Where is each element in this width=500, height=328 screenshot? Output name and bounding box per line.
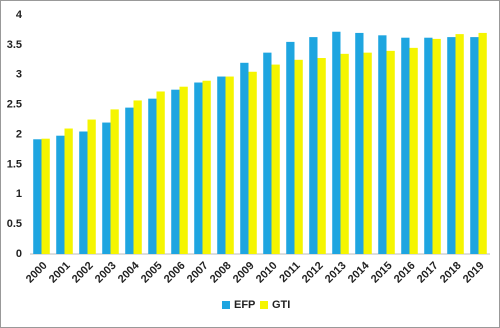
bar: [309, 37, 318, 254]
bar: [202, 80, 211, 254]
y-tick-label: 3.5: [7, 39, 22, 51]
y-tick-label: 4: [16, 9, 23, 21]
bar: [133, 100, 142, 254]
bar: [240, 62, 249, 254]
legend-swatch: [260, 301, 268, 309]
y-tick-label: 1.5: [7, 158, 22, 170]
bar: [41, 138, 50, 254]
bar: [125, 107, 134, 254]
bar: [286, 41, 295, 255]
bar: [102, 122, 111, 254]
bar: [478, 32, 487, 254]
bar: [378, 35, 387, 254]
legend-label: EFP: [234, 299, 255, 311]
bar: [33, 139, 42, 254]
bar: [294, 59, 303, 254]
y-tick-label: 3: [16, 69, 22, 81]
bar: [332, 31, 341, 255]
bar: [470, 37, 479, 254]
bar: [263, 52, 272, 254]
bar: [79, 131, 88, 254]
bar: [401, 37, 410, 254]
bar: [56, 135, 65, 254]
bar: [432, 38, 441, 255]
bar: [409, 47, 418, 254]
bar: [64, 128, 73, 254]
bar: [156, 91, 165, 254]
bar: [171, 89, 180, 254]
bar: [340, 53, 349, 255]
bar: [355, 32, 364, 254]
bar: [271, 64, 280, 254]
bar: [179, 86, 188, 254]
legend-label: GTI: [272, 299, 290, 311]
bar: [110, 109, 119, 254]
bar: [248, 71, 257, 254]
bar: [363, 52, 372, 254]
y-tick-label: 2: [16, 128, 22, 140]
bar: [386, 50, 395, 254]
bar: [87, 119, 96, 254]
bar: [424, 37, 433, 254]
bar: [317, 58, 326, 254]
bar: [225, 76, 234, 254]
bar: [447, 37, 456, 254]
bar: [148, 98, 157, 255]
y-tick-label: 0.5: [7, 218, 22, 230]
bar: [194, 82, 203, 254]
bar: [217, 76, 226, 254]
y-tick-label: 0: [16, 248, 22, 260]
legend-swatch: [222, 301, 230, 309]
y-tick-label: 2.5: [7, 99, 22, 111]
bar: [455, 34, 464, 255]
y-tick-label: 1: [16, 188, 22, 200]
